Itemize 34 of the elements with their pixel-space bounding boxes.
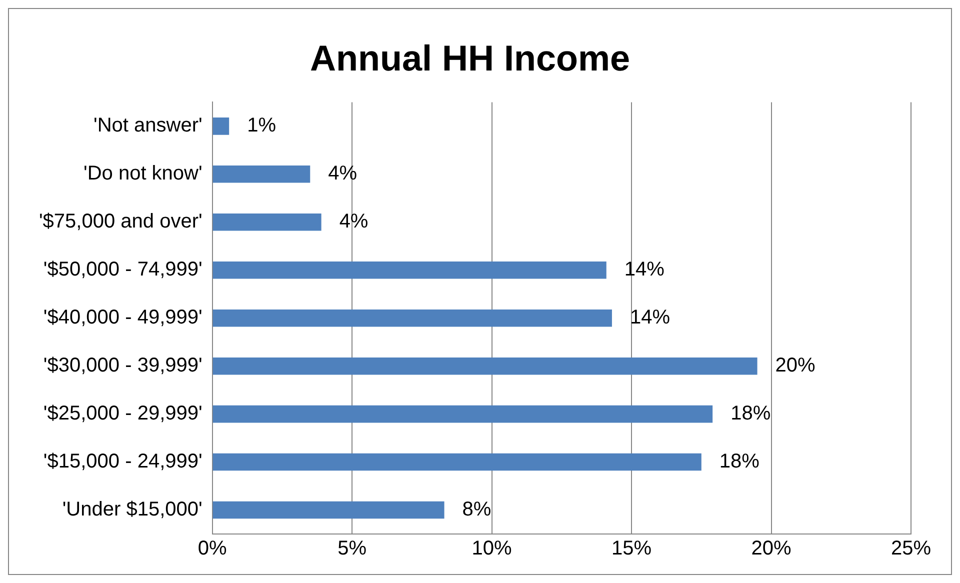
bar <box>212 214 322 231</box>
y-tick-label: 'Not answer' <box>94 114 202 137</box>
chart-title: Annual HH Income <box>310 38 630 79</box>
data-label: 14% <box>624 258 665 281</box>
y-tick-label: '$30,000 - 39,999' <box>43 354 202 377</box>
bar <box>212 453 702 471</box>
bar <box>212 405 713 423</box>
y-tick-label: 'Under $15,000' <box>62 498 202 521</box>
data-label: 18% <box>730 402 771 425</box>
y-tick-label: '$50,000 - 74,999' <box>43 258 202 281</box>
data-label: 4% <box>339 210 368 233</box>
bar <box>212 501 444 519</box>
x-tick-label: 5% <box>338 538 367 560</box>
data-label: 1% <box>247 114 276 137</box>
data-label: 8% <box>462 498 492 521</box>
x-tick-label: 10% <box>472 538 512 560</box>
x-tick-label: 0% <box>198 538 227 560</box>
bar <box>212 357 758 375</box>
bar <box>212 309 612 327</box>
y-tick-label: 'Do not know' <box>84 162 202 185</box>
x-tick-label: 15% <box>612 538 652 560</box>
data-label: 20% <box>775 354 816 377</box>
y-tick-label: '$15,000 - 24,999' <box>43 450 202 473</box>
data-label: 14% <box>630 306 670 329</box>
bar <box>212 166 310 183</box>
y-tick-label: '$75,000 and over' <box>38 210 202 233</box>
x-tick-label: 20% <box>751 538 792 560</box>
y-tick-label: '$40,000 - 49,999' <box>43 306 202 329</box>
bar <box>212 261 606 279</box>
data-label: 4% <box>328 162 358 185</box>
data-label: 18% <box>719 450 760 473</box>
y-tick-label: '$25,000 - 29,999' <box>43 402 202 425</box>
x-tick-label: 25% <box>890 538 932 560</box>
bar <box>212 118 230 135</box>
